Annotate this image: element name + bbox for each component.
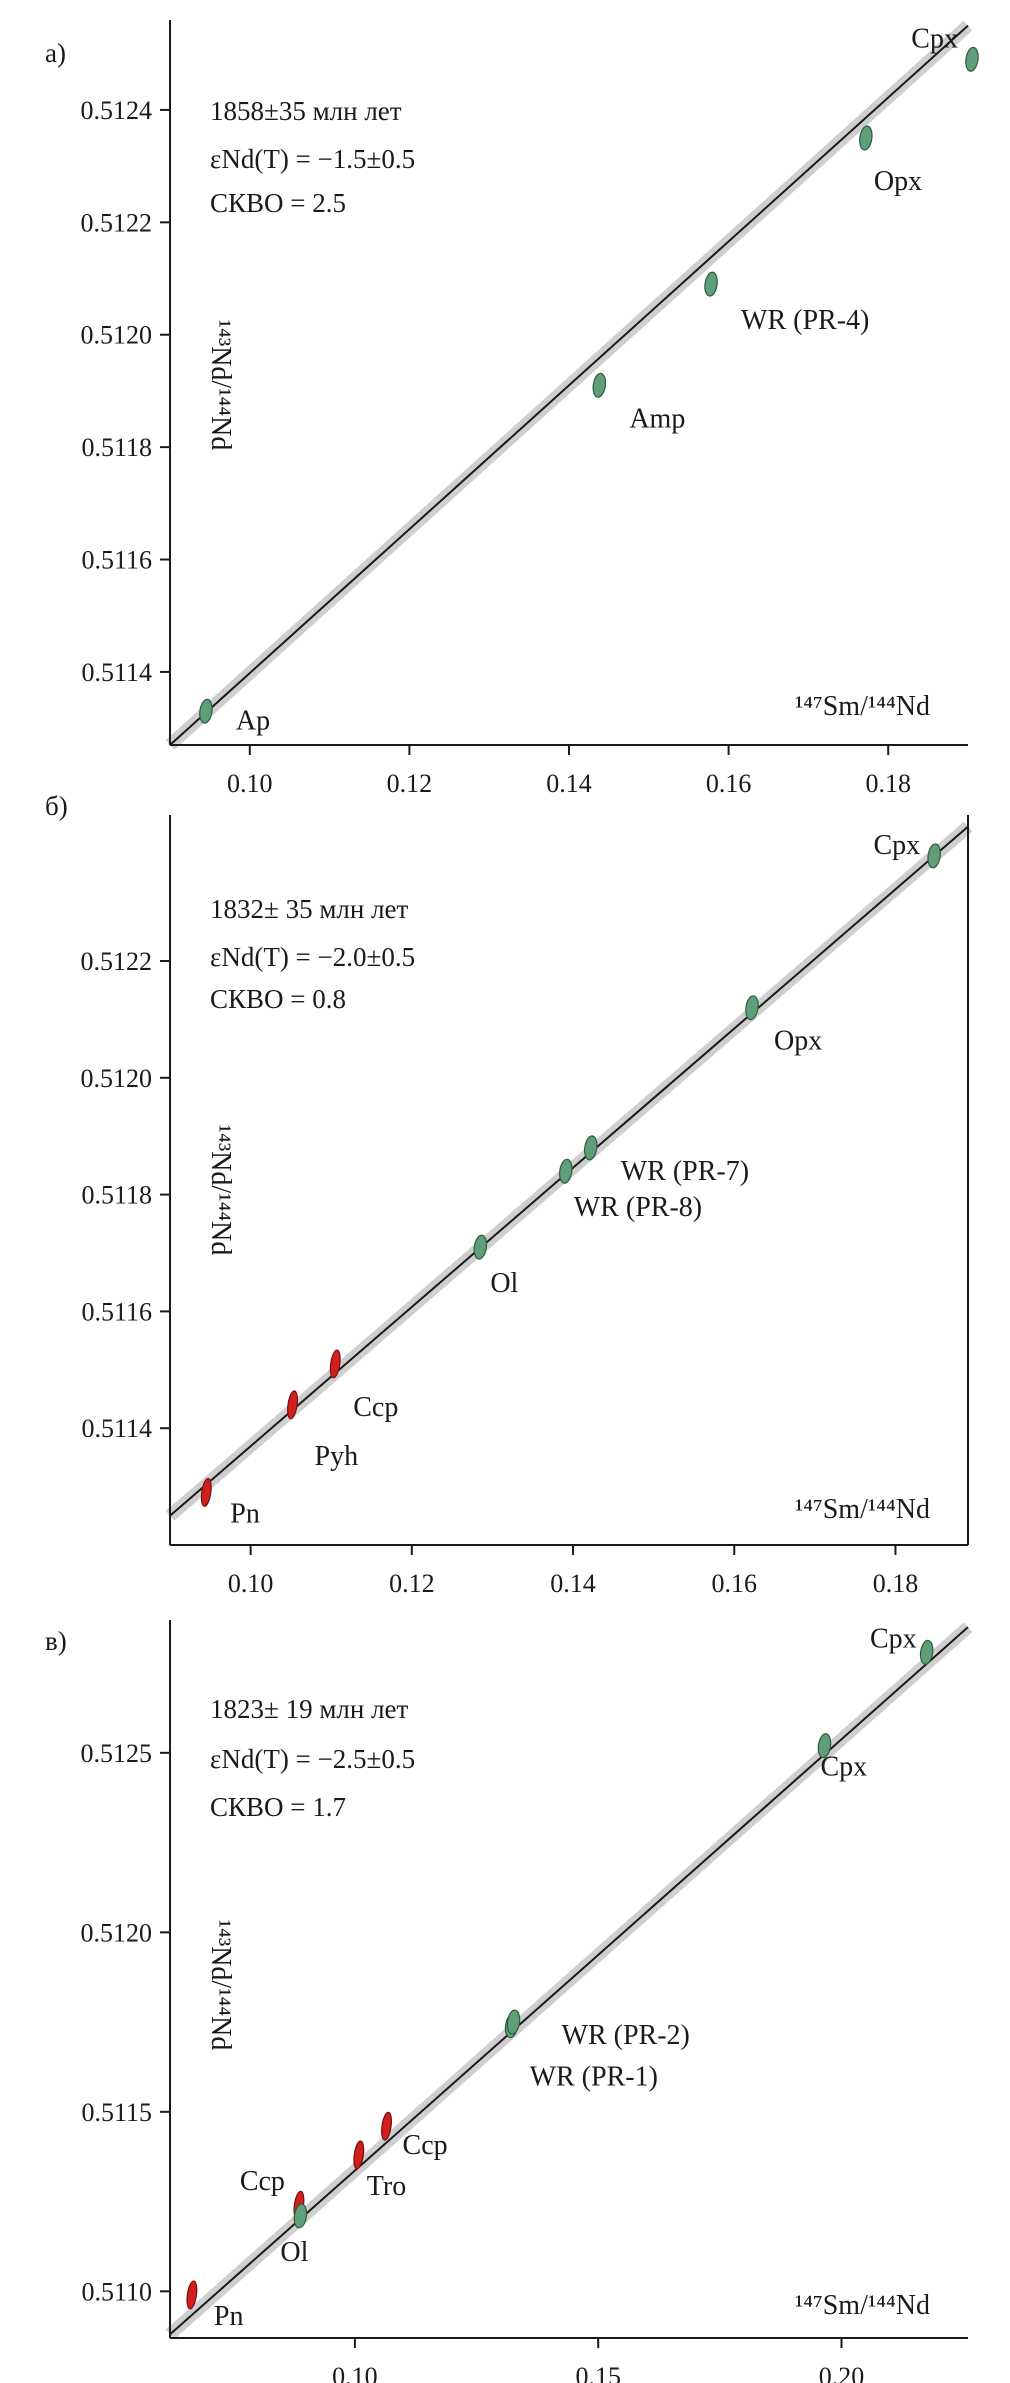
point-label: WR (PR-2)	[562, 2020, 690, 2051]
panel-label: а)	[45, 38, 66, 68]
point-label: WR (PR-8)	[574, 1192, 702, 1223]
point-label: Cpx	[870, 1623, 917, 1654]
point-label: Ol	[280, 2237, 308, 2268]
annotation-line: εNd(T) = −1.5±0.5	[210, 144, 415, 174]
point-label: Ccp	[240, 2166, 285, 2197]
annotation-line: СКВО = 1.7	[210, 1792, 346, 1822]
chart-panel-1: а) 0.10 0.12 0.14 0.16 0.18 0.5114 0.5116 0.5118…	[45, 20, 979, 798]
point-label: Ap	[236, 705, 270, 736]
point-label: WR (PR-7)	[621, 1156, 749, 1187]
point-label: Ol	[490, 1268, 518, 1299]
mineral-point	[817, 1733, 832, 1759]
point-label: WR (PR-1)	[530, 2062, 658, 2093]
x-tick-label: 0.14	[550, 1569, 596, 1598]
annotation-line: εNd(T) = −2.0±0.5	[210, 942, 415, 972]
y-tick-label: 0.5115	[81, 2098, 152, 2127]
y-tick-label: 0.5120	[81, 1918, 153, 1947]
panel-label: б)	[45, 791, 68, 821]
x-tick-label: 0.10	[228, 1569, 274, 1598]
mineral-point	[583, 1135, 598, 1161]
chart-panel-3: в) 0.10 0.15 0.20 0.5110 0.5115 0.5120 0.5125 ¹⁴…	[45, 1620, 973, 2383]
y-tick-label: 0.5122	[81, 208, 153, 237]
point-label: Opx	[874, 166, 922, 197]
mineral-point	[473, 1234, 488, 1260]
point-label: Cpx	[911, 23, 958, 54]
isochron-line	[169, 24, 969, 746]
point-label: WR (PR-4)	[741, 305, 869, 336]
mineral-point	[199, 698, 213, 724]
x-tick-label: 0.10	[332, 2362, 378, 2383]
point-label: Ccp	[403, 2130, 448, 2161]
y-tick-label: 0.5114	[81, 658, 152, 687]
y-tick-label: 0.5125	[81, 1739, 153, 1768]
mineral-point	[745, 995, 759, 1021]
mineral-point	[927, 843, 941, 869]
y-axis-label: ¹⁴³Nd/¹⁴⁴Nd	[205, 1920, 236, 2051]
y-tick-label: 0.5110	[81, 2277, 152, 2306]
x-tick-label: 0.18	[865, 769, 911, 798]
y-axis-label: ¹⁴³Nd/¹⁴⁴Nd	[205, 1125, 236, 1256]
x-tick-label: 0.20	[819, 2362, 865, 2383]
point-label: Opx	[774, 1026, 822, 1057]
mineral-point	[293, 2203, 308, 2229]
annotation-line: СКВО = 0.8	[210, 984, 346, 1014]
y-tick-label: 0.5116	[81, 546, 152, 575]
y-tick-label: 0.5122	[81, 947, 153, 976]
mineral-point	[965, 46, 979, 72]
annotation-line: СКВО = 2.5	[210, 188, 346, 218]
sulfide-point	[287, 1390, 298, 1420]
mineral-point	[859, 125, 873, 151]
y-tick-label: 0.5114	[81, 1414, 152, 1443]
annotation-line: 1823± 19 млн лет	[210, 1694, 409, 1724]
y-tick-label: 0.5120	[81, 1064, 153, 1093]
point-label: Pn	[214, 2301, 244, 2332]
mineral-point	[559, 1158, 573, 1184]
y-tick-label: 0.5118	[81, 433, 152, 462]
annotation-line: εNd(T) = −2.5±0.5	[210, 1744, 415, 1774]
mineral-point	[919, 1639, 934, 1665]
y-tick-label: 0.5124	[81, 96, 153, 125]
x-tick-label: 0.14	[546, 769, 592, 798]
annotation-line: 1858±35 млн лет	[210, 96, 402, 126]
point-label: Pyh	[315, 1441, 359, 1472]
x-tick-label: 0.12	[387, 769, 433, 798]
point-label: Tro	[367, 2171, 406, 2202]
x-tick-label: 0.12	[389, 1569, 435, 1598]
chart-panel-2: б) 0.10 0.12 0.14 0.16 0.18 0.5114 0.5116 0.5118…	[45, 791, 973, 1598]
x-tick-label: 0.18	[873, 1569, 919, 1598]
annotation-line: 1832± 35 млн лет	[210, 894, 409, 924]
mineral-point	[506, 2009, 521, 2035]
point-label: Amp	[629, 403, 685, 434]
sulfide-point	[353, 2140, 365, 2170]
y-tick-label: 0.5120	[81, 321, 153, 350]
point-label: Ccp	[353, 1392, 398, 1423]
panel-label: в)	[45, 1626, 67, 1656]
x-tick-label: 0.16	[706, 769, 752, 798]
x-axis-label: ¹⁴⁷Sm/¹⁴⁴Nd	[795, 691, 930, 722]
x-tick-label: 0.15	[575, 2362, 621, 2383]
x-tick-label: 0.16	[711, 1569, 757, 1598]
sulfide-point	[381, 2111, 392, 2141]
mineral-point	[592, 372, 607, 398]
y-tick-label: 0.5118	[81, 1181, 152, 1210]
x-axis-label: ¹⁴⁷Sm/¹⁴⁴Nd	[795, 2290, 930, 2321]
y-axis-label: ¹⁴³Nd/¹⁴⁴Nd	[205, 320, 236, 451]
point-label: Cpx	[820, 1752, 867, 1783]
point-label: Pn	[230, 1498, 260, 1529]
mineral-point	[704, 271, 718, 297]
point-label: Cpx	[873, 830, 920, 861]
x-axis-label: ¹⁴⁷Sm/¹⁴⁴Nd	[795, 1494, 930, 1525]
sulfide-point	[200, 1477, 212, 1507]
y-tick-label: 0.5116	[81, 1297, 152, 1326]
x-tick-label: 0.10	[227, 769, 273, 798]
sulfide-point	[329, 1349, 341, 1379]
sulfide-point	[186, 2280, 198, 2310]
